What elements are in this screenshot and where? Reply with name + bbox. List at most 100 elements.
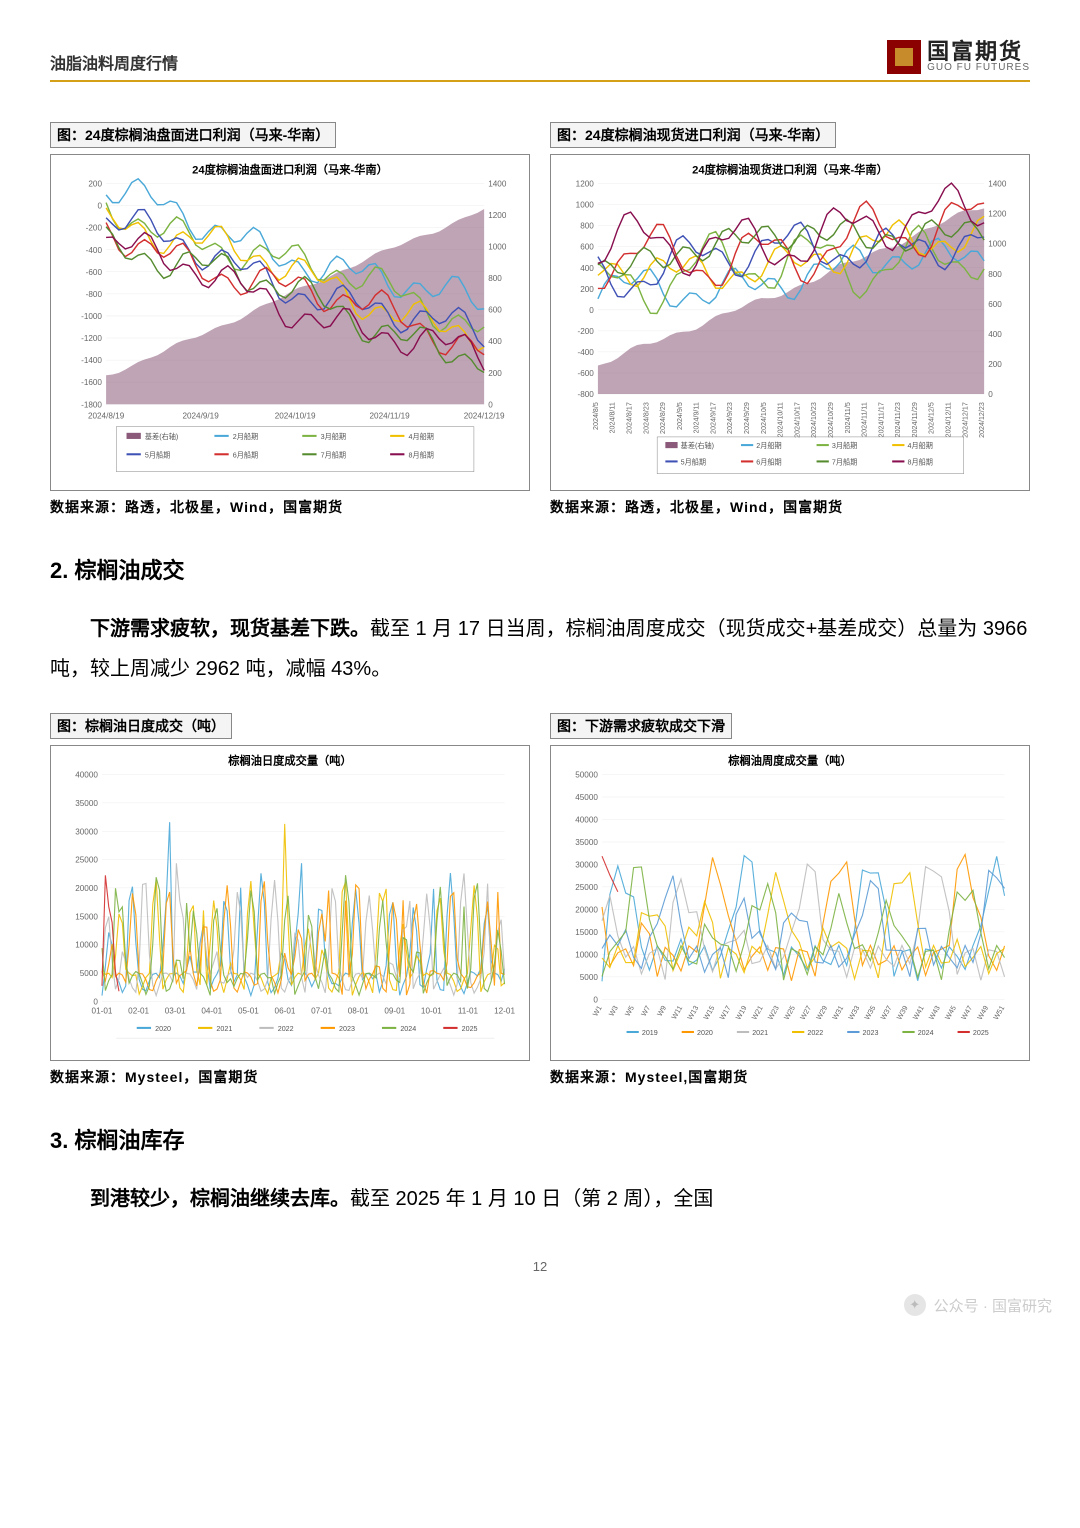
svg-text:5000: 5000 [80,969,99,978]
svg-text:2021: 2021 [752,1029,768,1037]
svg-text:24度棕榈油盘面进口利润（马来-华南）: 24度棕榈油盘面进口利润（马来-华南） [192,162,388,176]
svg-text:7月船期: 7月船期 [832,457,857,466]
svg-text:200: 200 [488,369,502,378]
svg-text:2024/8/5: 2024/8/5 [592,402,600,430]
svg-text:2024/11/5: 2024/11/5 [844,402,852,433]
svg-text:24度棕榈油现货进口利润（马来-华南）: 24度棕榈油现货进口利润（马来-华南） [692,162,888,176]
svg-text:40000: 40000 [575,815,598,824]
svg-text:10000: 10000 [575,950,598,959]
section-2-heading: 2. 棕榈油成交 [50,553,1030,585]
svg-text:2024/11/11: 2024/11/11 [861,402,869,437]
svg-text:W35: W35 [863,1004,877,1021]
svg-text:W33: W33 [847,1004,861,1021]
svg-text:10-01: 10-01 [421,1007,442,1016]
data-source: 数据来源：路透，北极星，Wind，国富期货 [550,497,1030,517]
svg-text:-400: -400 [578,348,595,357]
svg-text:W41: W41 [912,1004,926,1021]
svg-text:-800: -800 [578,390,595,399]
svg-text:0: 0 [93,997,98,1006]
svg-text:2024/10/19: 2024/10/19 [275,412,316,421]
svg-text:2024/8/23: 2024/8/23 [642,402,650,434]
svg-text:2024/10/23: 2024/10/23 [810,402,818,438]
svg-text:45000: 45000 [575,793,598,802]
chart-box: 24度棕榈油盘面进口利润（马来-华南） -1800-1600-1400-1200… [50,154,530,491]
svg-text:-200: -200 [86,224,103,233]
svg-text:0: 0 [988,390,993,399]
svg-text:25000: 25000 [75,856,98,865]
svg-text:04-01: 04-01 [201,1007,222,1016]
svg-text:600: 600 [988,300,1002,309]
svg-text:-400: -400 [86,246,103,255]
svg-text:W7: W7 [640,1004,652,1017]
svg-text:800: 800 [988,270,1002,279]
svg-text:600: 600 [580,243,594,252]
svg-text:W25: W25 [783,1004,797,1021]
svg-text:0: 0 [589,306,594,315]
svg-text:5月船期: 5月船期 [681,457,706,466]
svg-text:W9: W9 [656,1004,668,1017]
svg-text:W17: W17 [718,1004,732,1021]
svg-text:-600: -600 [578,369,595,378]
svg-text:1200: 1200 [576,180,595,189]
svg-text:200: 200 [580,285,594,294]
svg-text:800: 800 [488,274,502,283]
svg-text:400: 400 [488,337,502,346]
svg-text:600: 600 [488,306,502,315]
svg-text:2024/10/5: 2024/10/5 [760,402,768,434]
svg-text:200: 200 [88,180,102,189]
svg-text:1200: 1200 [988,210,1007,219]
page-number: 12 [50,1259,1030,1274]
svg-text:2024/8/19: 2024/8/19 [88,412,125,421]
svg-text:09-01: 09-01 [384,1007,405,1016]
svg-text:05-01: 05-01 [238,1007,259,1016]
svg-text:2024/12/17: 2024/12/17 [961,402,969,438]
svg-text:-800: -800 [86,290,103,299]
svg-text:2024/10/17: 2024/10/17 [793,402,801,438]
svg-text:2024/8/29: 2024/8/29 [659,402,667,434]
svg-text:5000: 5000 [580,973,599,982]
svg-text:20000: 20000 [75,884,98,893]
svg-text:W21: W21 [750,1004,764,1021]
svg-text:2022: 2022 [807,1029,823,1037]
svg-text:W43: W43 [928,1004,942,1021]
svg-text:-1200: -1200 [81,334,102,343]
watermark: ✦ 公众号 · 国富研究 [904,1294,1052,1316]
svg-text:3月船期: 3月船期 [832,441,857,450]
svg-text:2024/11/17: 2024/11/17 [877,402,885,437]
header-title: 油脂油料周度行情 [50,50,178,74]
svg-text:W13: W13 [686,1004,700,1021]
svg-text:6月船期: 6月船期 [233,450,258,459]
svg-text:400: 400 [580,264,594,273]
chart-svg-1l: 24度棕榈油盘面进口利润（马来-华南） -1800-1600-1400-1200… [55,159,525,486]
svg-text:2025: 2025 [973,1029,989,1037]
svg-text:2020: 2020 [155,1025,171,1033]
svg-text:03-01: 03-01 [165,1007,186,1016]
chart-1-right: 图：24度棕榈油现货进口利润（马来-华南） 24度棕榈油现货进口利润（马来-华南… [550,122,1030,517]
svg-text:2024/9/19: 2024/9/19 [182,412,219,421]
svg-text:2021: 2021 [216,1025,232,1033]
svg-text:基差(右轴): 基差(右轴) [145,432,178,441]
watermark-text: 公众号 · 国富研究 [934,1295,1052,1316]
section-2-bold: 下游需求疲软，现货基差下跌。 [90,618,370,640]
svg-text:W49: W49 [976,1004,990,1021]
svg-text:30000: 30000 [575,860,598,869]
chart-row-2: 图：棕榈油日度成交（吨） 棕榈油日度成交量（吨） 050001000015000… [50,713,1030,1088]
section-2-body: 下游需求疲软，现货基差下跌。截至 1 月 17 日当周，棕榈油周度成交（现货成交… [50,609,1030,689]
chart-box: 棕榈油日度成交量（吨） 0500010000150002000025000300… [50,745,530,1062]
svg-text:1000: 1000 [488,243,507,252]
chart-label: 图：24度棕榈油盘面进口利润（马来-华南） [50,122,336,148]
data-source: 数据来源：Mysteel,国富期货 [550,1067,1030,1087]
svg-text:1000: 1000 [988,240,1007,249]
svg-text:1400: 1400 [988,180,1007,189]
svg-text:35000: 35000 [575,838,598,847]
svg-text:2019: 2019 [642,1029,658,1037]
svg-text:W47: W47 [960,1004,974,1021]
svg-text:W11: W11 [670,1004,684,1020]
svg-text:2022: 2022 [278,1025,294,1033]
chart-2-right: 图：下游需求疲软成交下滑 棕榈油周度成交量（吨） 050001000015000… [550,713,1030,1088]
svg-text:800: 800 [580,222,594,231]
svg-text:06-01: 06-01 [275,1007,296,1016]
svg-text:2023: 2023 [339,1025,355,1033]
svg-text:2024/8/17: 2024/8/17 [625,402,633,434]
svg-text:W51: W51 [992,1004,1006,1021]
